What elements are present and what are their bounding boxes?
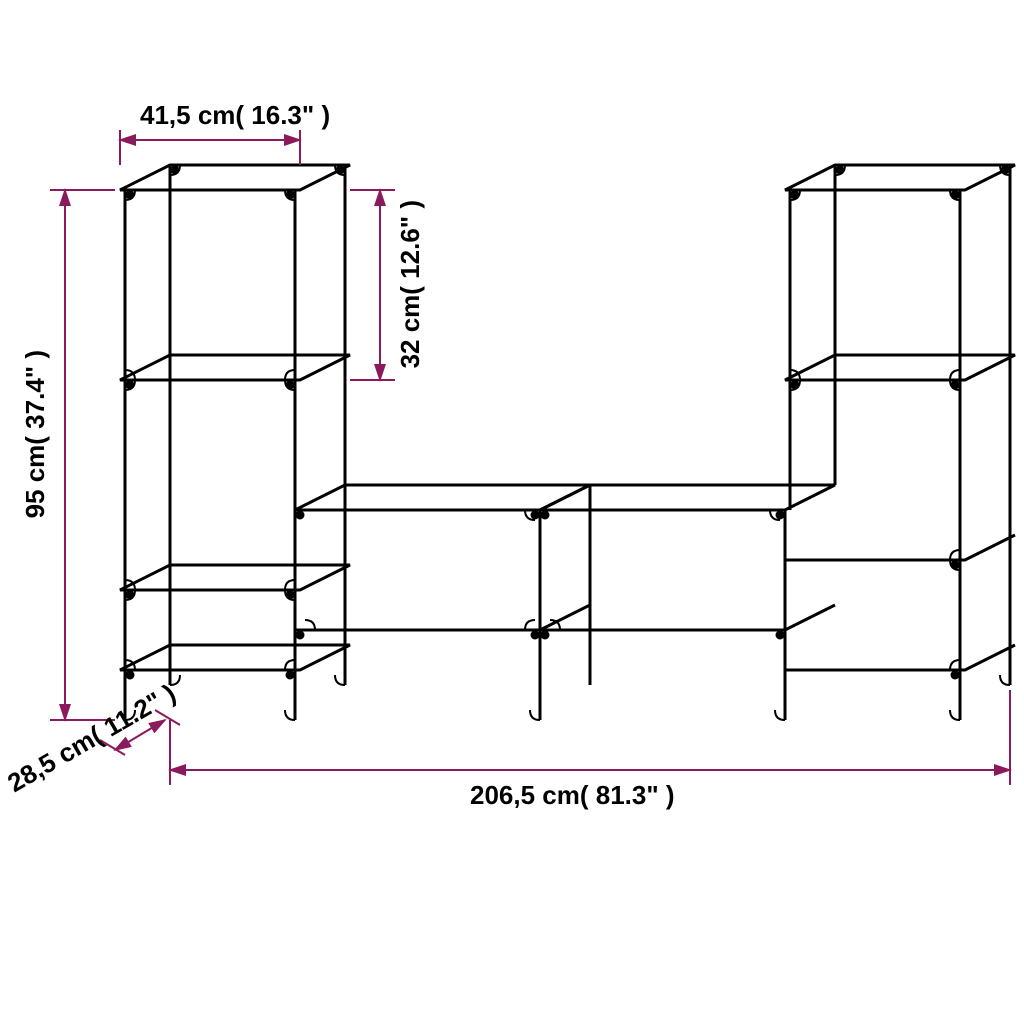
dim-top-width: 41,5 cm( 16.3" ) [140, 100, 330, 131]
dim-total-height: 95 cm( 37.4" ) [20, 350, 51, 518]
dimension-lines [50, 130, 1010, 785]
middle-bench-2 [540, 485, 835, 720]
dim-total-width: 206,5 cm( 81.3" ) [470, 780, 675, 811]
left-tower [120, 165, 350, 720]
right-tower [785, 165, 1015, 720]
dim-shelf-height: 32 cm( 12.6" ) [395, 200, 426, 368]
furniture-diagram [0, 0, 1024, 1024]
